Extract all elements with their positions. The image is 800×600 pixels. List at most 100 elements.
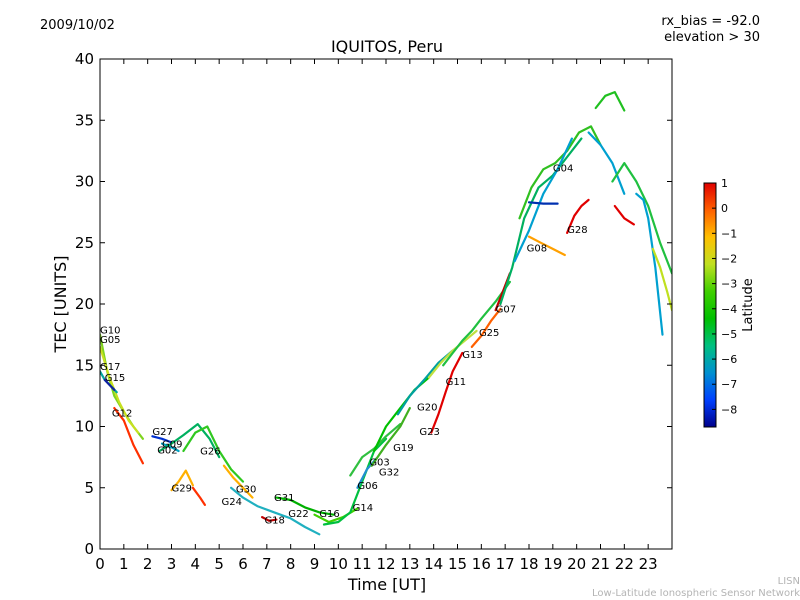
colorbar-tick-label: −3 [721, 278, 737, 291]
x-axis: 0 1 2 3 4 5 6 7 8 9 10 11 12 13 14 15 16 17 18 19 20 21 22 23 [95, 59, 658, 573]
x-axis-label: Time [UT] [347, 575, 426, 594]
series-line-s1 [527, 235, 566, 257]
sat-label-g16: G16 [319, 509, 339, 520]
sat-label-g12: G12 [112, 409, 132, 420]
x-tick-label: 23 [639, 555, 658, 573]
plot-area [100, 59, 672, 549]
sat-label-g25: G25 [479, 328, 499, 339]
y-tick-label: 0 [84, 540, 94, 558]
sat-label-g14: G14 [353, 503, 373, 514]
x-tick-label: 4 [191, 555, 201, 573]
elevation-label: elevation > 30 [664, 30, 760, 45]
series-line-g20 [396, 349, 454, 416]
series-line-g02 [158, 423, 221, 459]
series-line-g05 [100, 345, 140, 434]
series-line-g28 [565, 198, 590, 234]
series-line-g30 [222, 464, 254, 499]
series-line-s2 [513, 137, 574, 263]
x-tick-label: 17 [496, 555, 515, 573]
sat-label-g17: G17 [100, 362, 120, 373]
credit-full: Low-Latitude Ionospheric Sensor Network [592, 588, 800, 599]
sat-label-g06: G06 [357, 481, 377, 492]
x-tick-label: 15 [448, 555, 467, 573]
sat-label-g23: G23 [419, 427, 439, 438]
sat-label-g19: G19 [393, 443, 413, 454]
x-tick-label: 20 [567, 555, 586, 573]
sat-label-g15: G15 [105, 373, 125, 384]
series-line-g26 [182, 425, 245, 483]
series-line-g23 [430, 351, 464, 434]
x-tick-label: 10 [329, 555, 348, 573]
x-tick-label: 9 [310, 555, 320, 573]
series-line-g25 [470, 307, 502, 348]
y-tick-label: 15 [75, 356, 94, 374]
rx-bias-label: rx_bias = -92.0 [661, 14, 760, 29]
series-layer [100, 90, 672, 536]
y-tick-label: 5 [84, 479, 94, 497]
sat-label-g08: G08 [527, 243, 547, 254]
colorbar-tick-label: 1 [721, 177, 728, 190]
y-axis: 0 5 10 15 20 25 30 35 40 [75, 50, 672, 558]
series-line-g11 [427, 329, 478, 379]
x-tick-label: 16 [472, 555, 491, 573]
x-tick-label: 13 [400, 555, 419, 573]
series-line-s7 [635, 192, 664, 336]
x-tick-label: 18 [519, 555, 538, 573]
y-axis-label: TEC [UNITS] [51, 256, 70, 354]
x-tick-label: 19 [543, 555, 562, 573]
x-tick-label: 3 [167, 555, 177, 573]
y-tick-label: 35 [75, 111, 94, 129]
y-tick-label: 25 [75, 234, 94, 252]
x-tick-label: 21 [591, 555, 610, 573]
x-tick-label: 6 [238, 555, 248, 573]
series-line-s5 [587, 131, 626, 195]
y-tick-label: 40 [75, 50, 94, 68]
sat-label-g02: G02 [157, 445, 177, 456]
sat-label-g11: G11 [446, 377, 466, 388]
colorbar-tick-label: −4 [721, 303, 737, 316]
series-line-s3 [527, 201, 559, 205]
sat-label-g32: G32 [379, 468, 399, 479]
sat-label-g03: G03 [369, 458, 389, 469]
colorbar-tick-label: −5 [721, 328, 737, 341]
colorbar-ticks: 1 0 −1 −2 −3 −4 −5 −6 −7 −8 [712, 177, 737, 416]
sat-label-g07: G07 [496, 305, 516, 316]
sat-label-g09: G09 [162, 439, 182, 450]
series-line-s4 [594, 90, 626, 112]
series-line-g09 [160, 442, 180, 453]
series-line-g27 [151, 435, 173, 444]
x-tick-label: 1 [119, 555, 129, 573]
sat-label-g27: G27 [152, 427, 172, 438]
sat-label-g30: G30 [236, 485, 256, 496]
series-line-g08 [499, 137, 583, 306]
sat-label-g24: G24 [222, 497, 242, 508]
x-tick-label: 14 [424, 555, 443, 573]
x-tick-label: 2 [143, 555, 153, 573]
series-line-g18 [261, 515, 278, 522]
x-tick-label: 8 [286, 555, 296, 573]
colorbar-tick-label: −8 [721, 403, 737, 416]
sat-label-g26: G26 [200, 447, 220, 458]
chart-title: IQUITOS, Peru [331, 37, 443, 56]
series-line-g15 [103, 378, 116, 391]
x-tick-label: 0 [95, 555, 105, 573]
sat-label-g28: G28 [567, 225, 587, 236]
colorbar-tick-label: −2 [721, 252, 737, 265]
sat-label-g10: G10 [100, 325, 120, 336]
sat-label-g13: G13 [462, 350, 482, 361]
y-tick-label: 10 [75, 418, 94, 436]
series-line-g24 [191, 486, 206, 506]
series-line-g13 [442, 280, 511, 367]
sat-label-g04: G04 [553, 164, 573, 175]
sat-label-g05: G05 [100, 335, 120, 346]
sat-label-g29: G29 [172, 483, 192, 494]
x-tick-label: 12 [376, 555, 395, 573]
sat-label-g31: G31 [274, 493, 294, 504]
x-tick-label: 7 [262, 555, 272, 573]
series-line-g32 [370, 407, 411, 467]
x-tick-label: 11 [353, 555, 372, 573]
series-line-g12 [113, 407, 144, 465]
colorbar-tick-label: −7 [721, 378, 737, 391]
series-line-g31 [230, 486, 321, 536]
